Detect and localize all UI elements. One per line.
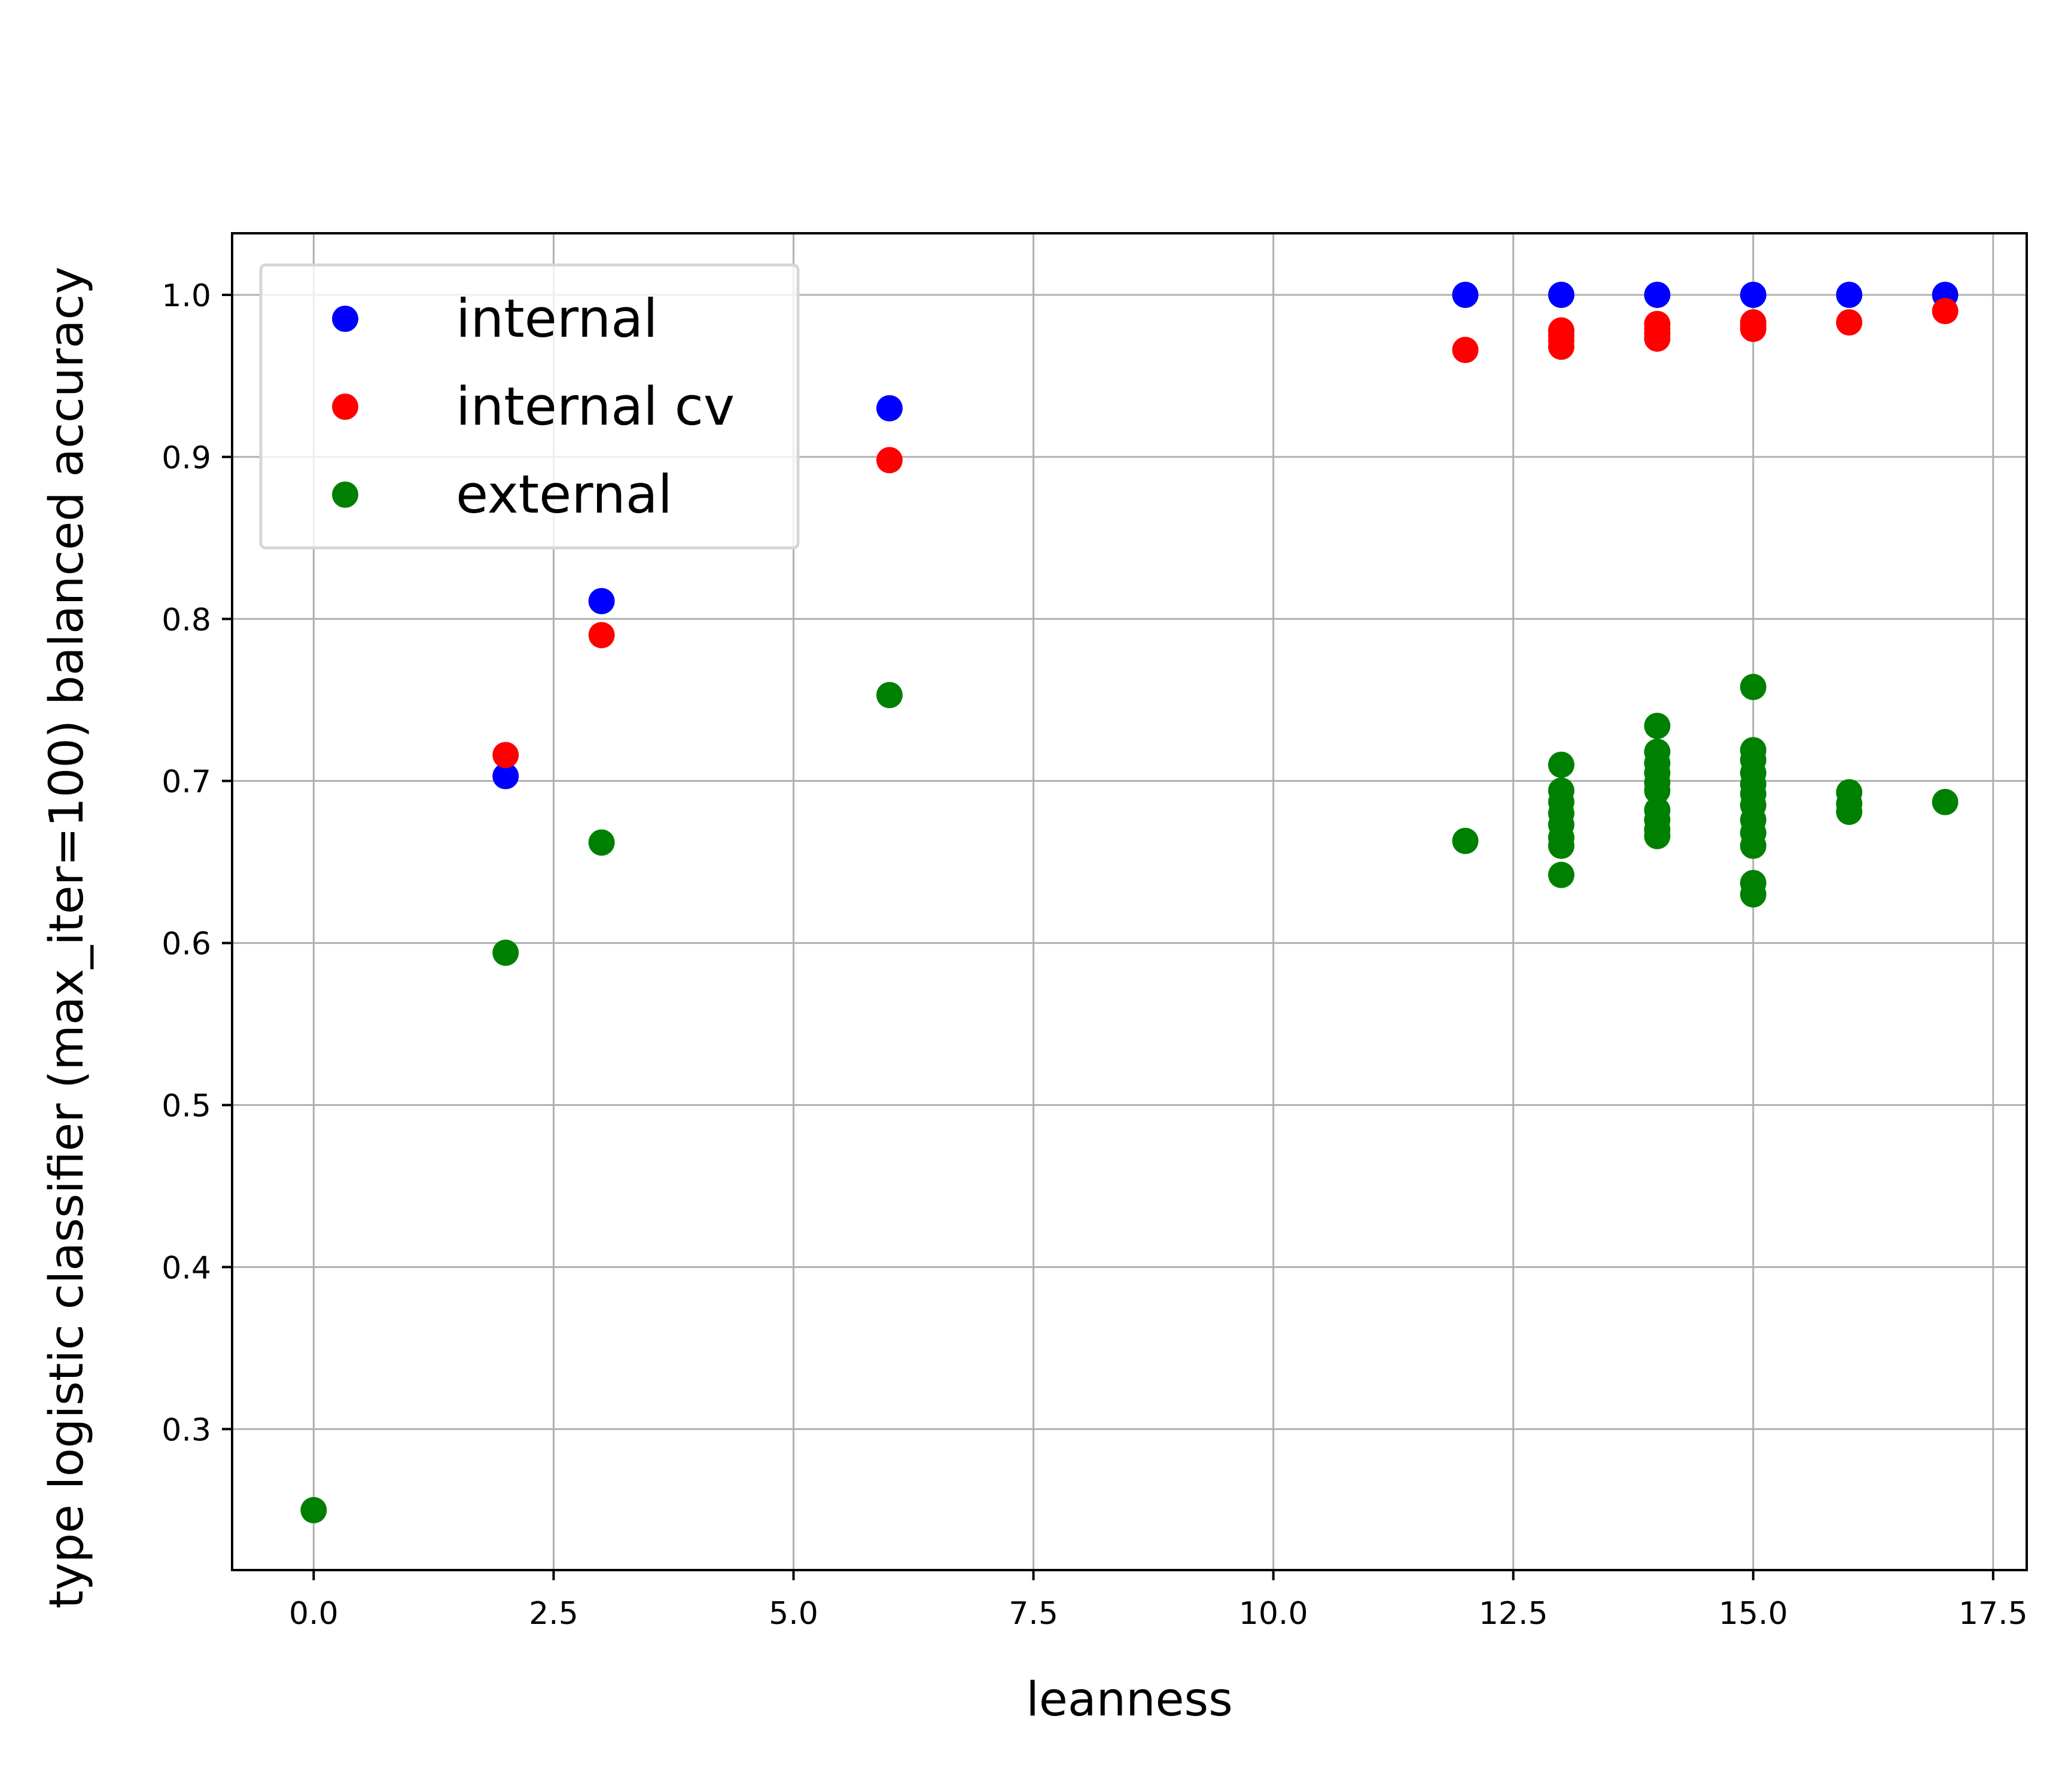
plot-frame	[231, 232, 2028, 1571]
series-external	[300, 673, 1959, 1523]
y-axis-label: type logistic classifier (max_iter=100) …	[40, 267, 94, 1609]
legend-label: internal cv	[456, 376, 735, 437]
data-point	[876, 395, 903, 422]
legend: internal internal cv external	[259, 263, 800, 550]
y-tick-label: 1.0	[162, 278, 211, 314]
y-tick-label: 0.7	[162, 764, 211, 800]
data-point	[1740, 673, 1767, 700]
x-tick-label: 17.5	[1959, 1596, 2028, 1632]
y-tick-label: 0.4	[162, 1250, 211, 1286]
data-point	[588, 829, 615, 856]
data-point	[876, 447, 903, 474]
data-point	[1836, 281, 1863, 308]
x-tick-label: 10.0	[1239, 1596, 1308, 1632]
data-point	[1932, 788, 1959, 815]
data-point	[1548, 751, 1574, 778]
series-internal	[492, 281, 1959, 790]
data-point	[876, 682, 903, 709]
x-tick-label: 12.5	[1479, 1596, 1548, 1632]
x-tick-label: 2.5	[529, 1596, 578, 1632]
data-point	[1644, 325, 1671, 352]
data-point	[1836, 799, 1863, 825]
data-point	[1740, 833, 1767, 860]
legend-marker	[332, 394, 358, 420]
data-point	[492, 742, 519, 769]
legend-label: internal	[456, 288, 658, 349]
data-point	[300, 1497, 327, 1523]
y-tick-labels: 0.3 0.4 0.5 0.6 0.7 0.8 0.9 1.0	[162, 278, 211, 1448]
data-point	[492, 939, 519, 966]
x-tick-label: 0.0	[289, 1596, 339, 1632]
legend-box	[259, 263, 800, 550]
data-point	[1452, 281, 1479, 308]
tick-marks	[222, 293, 1994, 1580]
data-point	[1452, 337, 1479, 364]
data-point	[1644, 712, 1671, 739]
data-point	[1740, 281, 1767, 308]
data-point	[1548, 333, 1574, 360]
x-tick-label: 5.0	[769, 1596, 818, 1632]
y-tick-label: 0.9	[162, 440, 211, 476]
y-tick-label: 0.8	[162, 602, 211, 638]
data-point	[1644, 777, 1671, 804]
series-internal-cv	[492, 298, 1959, 769]
y-tick-label: 0.3	[162, 1412, 211, 1448]
data-point	[1548, 281, 1574, 308]
data-point	[1932, 298, 1959, 325]
y-tick-label: 0.6	[162, 927, 211, 962]
x-axis-label: leanness	[1026, 1673, 1233, 1727]
data-point	[1452, 827, 1479, 854]
data-point	[1644, 822, 1671, 849]
data-point	[1644, 281, 1671, 308]
legend-label: external	[456, 464, 672, 525]
data-points	[300, 281, 1959, 1523]
legend-marker	[332, 306, 358, 332]
legend-marker	[332, 481, 358, 508]
data-point	[492, 763, 519, 790]
x-tick-label: 15.0	[1719, 1596, 1788, 1632]
data-point	[1740, 315, 1767, 342]
y-tick-label: 0.5	[162, 1088, 211, 1124]
data-point	[1548, 833, 1574, 860]
data-point	[1836, 309, 1863, 336]
data-point	[1740, 881, 1767, 908]
data-point	[1548, 861, 1574, 888]
x-tick-label: 7.5	[1009, 1596, 1058, 1632]
x-tick-labels: 0.0 2.5 5.0 7.5 10.0 12.5 15.0 17.5	[289, 1596, 2028, 1632]
data-point	[588, 621, 615, 648]
data-point	[588, 587, 615, 614]
